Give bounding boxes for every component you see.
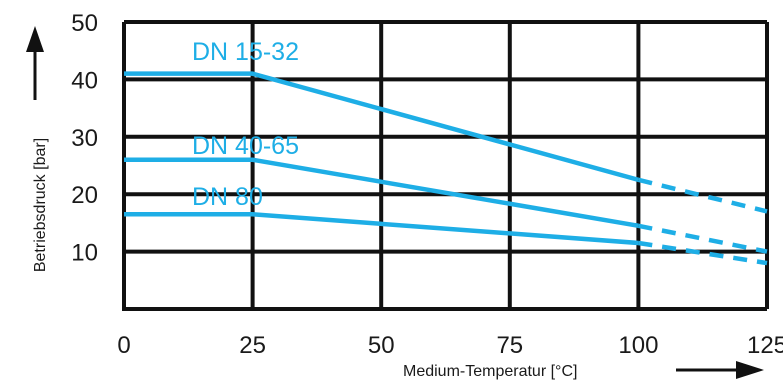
y-axis-title: Betriebsdruck [bar] <box>32 138 49 272</box>
label-layer: DN 15-32 DN 40-65 DN 80 <box>192 38 299 211</box>
series-label: DN 15-32 <box>192 38 299 66</box>
x-tick-label: 50 <box>368 332 395 359</box>
series-layer <box>124 71 768 266</box>
series-line <box>124 71 639 183</box>
x-tick-label: 25 <box>239 332 266 359</box>
series-label: DN 40-65 <box>192 132 299 160</box>
x-tick-label: 100 <box>618 332 658 359</box>
y-tick-label: 30 <box>71 125 98 152</box>
series-line <box>124 212 639 246</box>
y-tick-label: 50 <box>71 10 98 37</box>
series-line <box>124 157 639 228</box>
series-dashed-line <box>637 223 768 254</box>
x-tick-label: 75 <box>496 332 523 359</box>
series-label: DN 80 <box>192 183 263 211</box>
y-tick-label: 10 <box>71 240 98 267</box>
series-dashed-line <box>638 240 768 266</box>
tick-layer: 0 25 50 75 100 125 10 20 30 40 50 <box>71 10 783 359</box>
x-tick-label: 0 <box>117 332 130 359</box>
y-tick-label: 20 <box>71 182 98 209</box>
x-tick-label: 125 <box>747 332 783 359</box>
x-axis-arrow-icon <box>676 361 764 379</box>
y-tick-label: 40 <box>71 67 98 94</box>
x-axis-title: Medium-Temperatur [°C] <box>403 363 577 380</box>
y-axis-arrow-icon <box>26 26 44 100</box>
